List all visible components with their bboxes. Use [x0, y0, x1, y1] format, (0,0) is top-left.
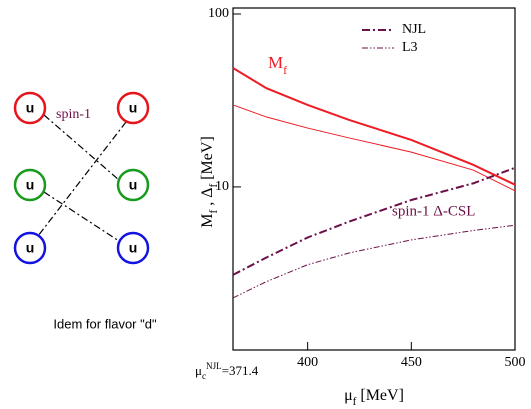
x-axis-label-part: f [353, 396, 357, 408]
legend-label: NJL [402, 22, 426, 37]
quark-label: u [26, 177, 35, 193]
y-axis-label-part: f [208, 210, 220, 214]
spin-label: spin-1 [56, 107, 91, 122]
quark-label: u [26, 100, 35, 116]
y-axis-label-part: [MeV] [199, 136, 216, 184]
quark-label: u [129, 240, 138, 256]
diagram [37, 114, 127, 242]
link [43, 191, 120, 242]
quark-circle [13, 231, 47, 265]
gap-label: spin-1 Δ-CSL [392, 203, 475, 219]
x-axis-label-part: μ [344, 387, 353, 404]
critical-label-part: μ [195, 363, 202, 378]
link [37, 121, 127, 237]
x-axis-label: μf [MeV] [344, 387, 404, 408]
series-line [232, 166, 516, 276]
y-axis-label-part: M [199, 214, 216, 228]
x-tick-label: 450 [401, 355, 422, 370]
series-line [232, 67, 516, 186]
y-axis-label: Mf , Δf [MeV] [199, 136, 220, 228]
x-tick-label: 500 [505, 355, 526, 370]
quark-circle [13, 91, 47, 125]
caption: Idem for flavor "d" [53, 316, 157, 331]
y-axis-label-part: , Δ [199, 188, 216, 210]
legend-label: L3 [402, 40, 418, 55]
quark-circle [116, 231, 150, 265]
plot-frame [232, 7, 516, 351]
y-tick-label: 10 [215, 179, 229, 194]
critical-label-part: =371.4 [222, 363, 259, 378]
quark-label: u [129, 100, 138, 116]
x-axis-label-part: [MeV] [356, 387, 404, 404]
y-axis-label-part: f [208, 184, 220, 188]
series-line [232, 104, 516, 192]
link [43, 114, 120, 181]
quark-circle [13, 168, 47, 202]
quark-label: u [26, 240, 35, 256]
critical-label-part: c [202, 371, 206, 381]
critical-label: μcNJL=371.4 [195, 361, 259, 381]
y-tick-label: 100 [208, 6, 229, 21]
quarks: u u u u u u [13, 91, 150, 265]
quark-circle [116, 91, 150, 125]
mass-label-part: M [268, 53, 283, 72]
quark-circle [116, 168, 150, 202]
critical-label-part: NJL [206, 361, 222, 371]
series-line [232, 224, 516, 299]
quark-label: u [129, 177, 138, 193]
mass-label: Mf [268, 53, 287, 77]
x-tick-label: 400 [297, 355, 318, 370]
mass-label-part: f [283, 63, 287, 77]
